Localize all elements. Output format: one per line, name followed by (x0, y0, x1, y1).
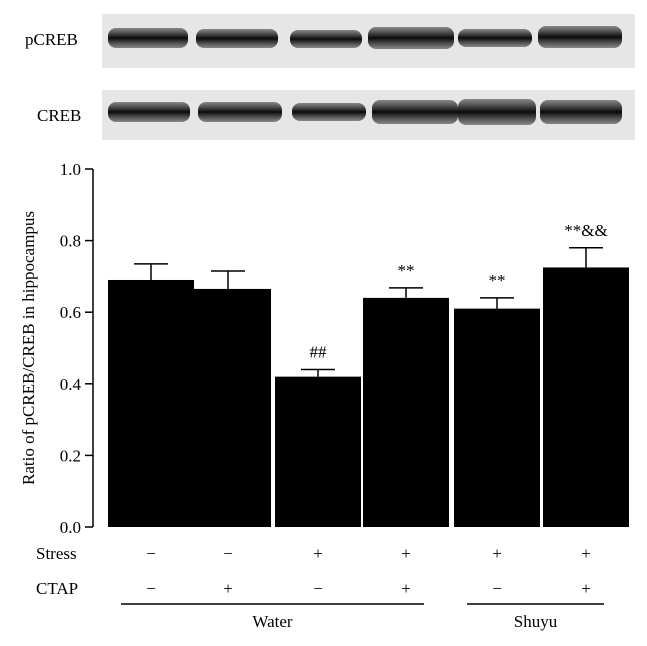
blot-creb-band (198, 102, 282, 122)
blot-creb-label: CREB (37, 106, 81, 125)
y-tick-label: 0.0 (60, 518, 81, 537)
blot-pcreb-band (538, 26, 622, 48)
condition-sign: + (401, 544, 411, 563)
condition-table: Stress − − + + + + CTAP − + − + − + (36, 544, 591, 598)
condition-sign: − (313, 579, 323, 598)
bar (363, 297, 449, 527)
blot-pcreb-band (290, 30, 362, 48)
bar (185, 288, 271, 527)
blot-creb-band (458, 99, 536, 125)
blot-creb-band (292, 103, 366, 121)
condition-sign: − (146, 579, 156, 598)
group-label: Shuyu (514, 612, 558, 631)
group-brackets: Water Shuyu (121, 603, 604, 631)
significance-label: **&& (564, 221, 607, 240)
y-axis: 0.0 0.2 0.4 0.6 0.8 1.0 Ratio of pCREB/CREB in… (19, 160, 94, 537)
bar (275, 376, 361, 527)
condition-sign: − (223, 544, 233, 563)
y-axis-label: Ratio of pCREB/CREB in hippocampus (19, 211, 38, 485)
y-tick-label: 0.8 (60, 232, 81, 251)
condition-sign: + (492, 544, 502, 563)
group-label: Water (252, 612, 292, 631)
blot-pcreb-band (368, 27, 454, 49)
bar (543, 267, 629, 527)
condition-sign: + (581, 579, 591, 598)
condition-sign: + (313, 544, 323, 563)
condition-sign: + (581, 544, 591, 563)
y-tick-label: 1.0 (60, 160, 81, 179)
y-tick-label: 0.2 (60, 446, 81, 465)
condition-row-label: Stress (36, 544, 77, 563)
blot-pcreb-label: pCREB (25, 30, 78, 49)
bars (108, 247, 629, 527)
blot-pcreb-band (108, 28, 188, 48)
blot-pcreb (102, 14, 635, 68)
blot-creb-band (540, 100, 622, 124)
condition-sign: − (146, 544, 156, 563)
bar (454, 308, 540, 527)
blot-creb (102, 90, 635, 140)
significance-annotations: ## ** ** **&& (310, 221, 608, 362)
condition-sign: − (492, 579, 502, 598)
significance-label: ** (489, 271, 506, 290)
blot-pcreb-band (196, 29, 278, 48)
significance-label: ## (310, 342, 328, 361)
y-tick-label: 0.6 (60, 303, 81, 322)
condition-row-label: CTAP (36, 579, 78, 598)
blot-pcreb-band (458, 29, 532, 47)
significance-label: ** (398, 261, 415, 280)
blot-creb-band (372, 100, 458, 124)
bar (108, 279, 194, 527)
condition-sign: + (401, 579, 411, 598)
condition-sign: + (223, 579, 233, 598)
y-tick-label: 0.4 (60, 375, 82, 394)
blot-creb-band (108, 102, 190, 122)
